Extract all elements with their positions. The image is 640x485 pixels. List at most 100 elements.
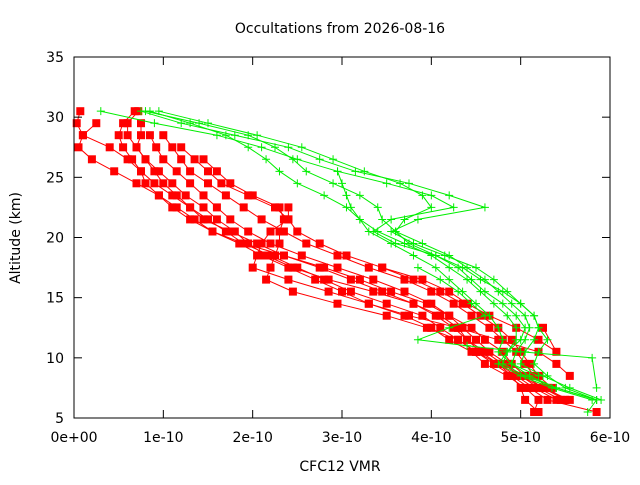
- data-point: [253, 131, 262, 140]
- data-point: [159, 131, 168, 140]
- data-point: [516, 383, 525, 392]
- data-point: [391, 227, 400, 236]
- data-point: [489, 299, 498, 308]
- data-point: [355, 215, 364, 224]
- data-point: [271, 251, 279, 260]
- data-point: [145, 131, 154, 140]
- data-point: [315, 263, 324, 272]
- data-point: [387, 287, 396, 296]
- data-point: [346, 203, 355, 212]
- data-point: [427, 191, 436, 200]
- data-point: [521, 359, 530, 368]
- data-point: [119, 143, 128, 152]
- data-point: [503, 347, 512, 356]
- data-point: [275, 227, 284, 236]
- data-point: [463, 299, 472, 308]
- data-point: [534, 323, 543, 332]
- data-point: [186, 179, 195, 188]
- data-point: [244, 143, 253, 152]
- x-tick-label: 1e-10: [143, 430, 183, 446]
- data-point: [324, 275, 333, 284]
- data-point: [530, 335, 539, 344]
- data-point: [503, 371, 512, 380]
- data-point: [137, 119, 145, 128]
- data-point: [217, 179, 226, 188]
- data-point: [275, 239, 284, 248]
- data-point: [521, 383, 530, 392]
- data-point: [525, 359, 534, 368]
- data-point: [552, 395, 561, 404]
- data-point: [172, 203, 181, 212]
- data-point: [132, 143, 141, 152]
- data-point: [422, 299, 431, 308]
- data-point: [253, 251, 262, 260]
- data-point: [467, 323, 476, 332]
- data-point: [530, 408, 539, 416]
- data-point: [271, 143, 279, 152]
- series-line: [149, 110, 597, 401]
- data-point: [128, 155, 137, 164]
- data-point: [507, 371, 516, 380]
- data-point: [489, 359, 498, 368]
- data-point: [561, 395, 570, 404]
- series-13: [137, 107, 606, 404]
- data-point: [346, 287, 355, 296]
- data-point: [463, 335, 472, 344]
- x-tick-label: 0e+00: [50, 430, 97, 446]
- data-point: [364, 263, 373, 272]
- data-point: [244, 227, 253, 236]
- data-point: [445, 263, 454, 272]
- data-point: [494, 323, 503, 332]
- data-point: [288, 287, 297, 296]
- data-point: [458, 299, 467, 308]
- data-point: [257, 215, 266, 224]
- data-point: [288, 263, 297, 272]
- data-point: [110, 167, 119, 176]
- data-point: [342, 191, 351, 200]
- data-point: [565, 383, 574, 392]
- data-point: [512, 335, 521, 344]
- series-3: [114, 107, 565, 404]
- data-point: [378, 263, 387, 272]
- data-point: [530, 371, 539, 380]
- data-point: [480, 359, 489, 368]
- data-point: [333, 299, 342, 308]
- series-line: [145, 110, 597, 401]
- data-point: [168, 179, 177, 188]
- data-point: [552, 383, 561, 392]
- data-point: [405, 179, 413, 188]
- data-point: [588, 353, 597, 362]
- data-point: [454, 323, 463, 332]
- data-point: [507, 299, 516, 308]
- series-line: [337, 171, 539, 377]
- data-point: [150, 179, 159, 188]
- data-point: [145, 107, 154, 116]
- data-point: [498, 335, 507, 344]
- data-point: [467, 299, 476, 308]
- series-18: [413, 263, 601, 392]
- data-point: [199, 191, 208, 200]
- data-point: [427, 299, 436, 308]
- data-point: [543, 335, 552, 344]
- data-point: [449, 299, 458, 308]
- data-point: [137, 131, 145, 140]
- data-point: [168, 143, 177, 152]
- data-point: [378, 287, 387, 296]
- data-point: [373, 203, 382, 212]
- data-point: [159, 179, 168, 188]
- data-point: [168, 191, 177, 200]
- data-point: [409, 299, 418, 308]
- data-point: [418, 191, 427, 200]
- data-point: [324, 287, 333, 296]
- data-point: [364, 227, 373, 236]
- data-point: [221, 131, 230, 140]
- series-16: [145, 107, 601, 404]
- data-point: [539, 383, 547, 392]
- data-point: [409, 251, 418, 260]
- data-point: [248, 191, 257, 200]
- data-point: [543, 383, 552, 392]
- data-point: [427, 323, 436, 332]
- data-point: [476, 311, 485, 320]
- data-point: [413, 335, 422, 344]
- data-point: [190, 155, 199, 164]
